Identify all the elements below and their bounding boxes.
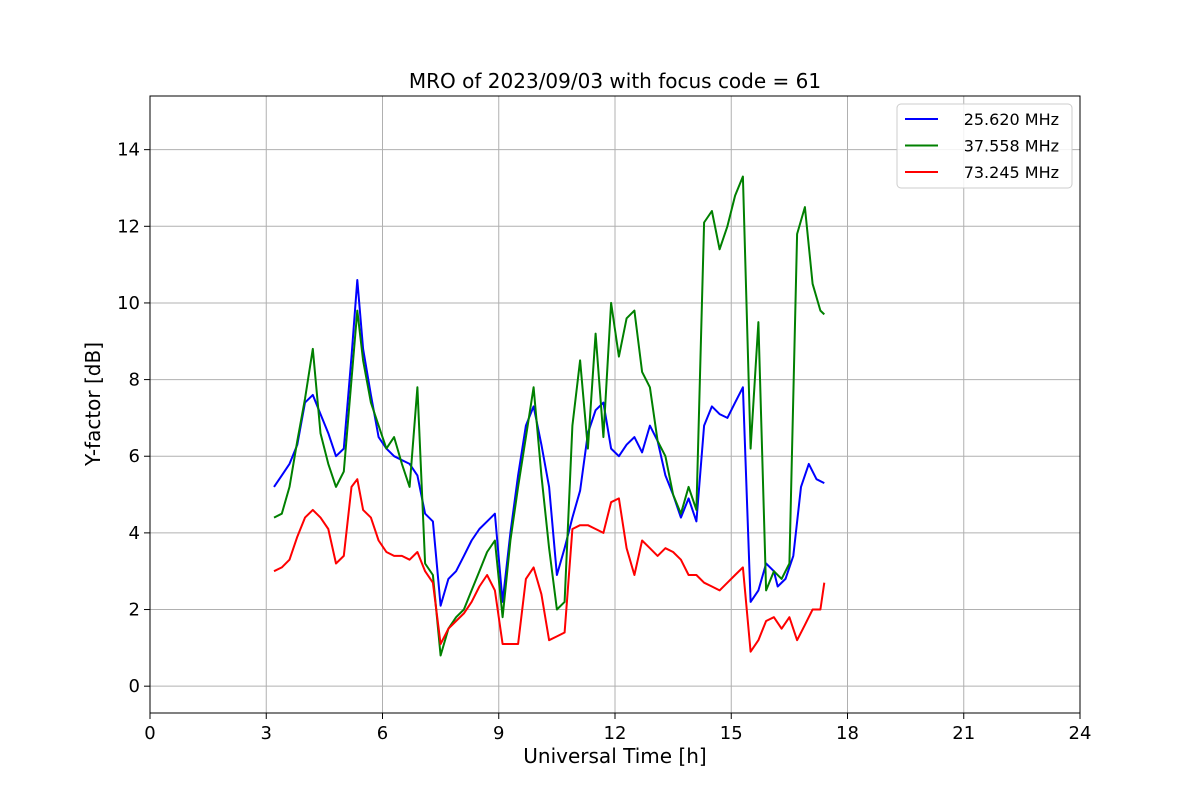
legend: 25.620 MHz 37.558 MHz 73.245 MHz: [896, 103, 1073, 189]
y-tick-label: 2: [129, 600, 140, 621]
series-line-3: [273, 478, 826, 653]
x-tick-label: 15: [720, 723, 743, 744]
y-tick-label: 12: [117, 216, 140, 237]
x-tick-label: 24: [1069, 723, 1092, 744]
x-tick-label: 6: [377, 723, 388, 744]
x-ticks: 0 3 6 9 12 15 18 21 24: [144, 713, 1091, 744]
x-axis-label: Universal Time [h]: [523, 744, 706, 768]
x-tick-label: 12: [604, 723, 627, 744]
y-tick-label: 14: [117, 140, 140, 161]
legend-label-2: 37.558 MHz: [964, 137, 1059, 156]
series-line-2: [273, 175, 825, 657]
y-tick-label: 4: [129, 523, 140, 544]
x-tick-label: 3: [261, 723, 272, 744]
legend-box: [896, 103, 1073, 189]
y-axis-label: Y-factor [dB]: [81, 342, 105, 467]
series-line-1: [273, 279, 825, 607]
y-tick-label: 0: [129, 676, 140, 697]
y-ticks: 0 2 4 6 8 10 12 14: [117, 140, 150, 697]
chart-title: MRO of 2023/09/03 with focus code = 61: [409, 69, 821, 93]
y-tick-label: 10: [117, 293, 140, 314]
x-tick-label: 0: [144, 723, 155, 744]
x-tick-label: 9: [493, 723, 504, 744]
y-tick-label: 8: [129, 370, 140, 391]
series-layer: [273, 175, 826, 657]
legend-label-3: 73.245 MHz: [964, 163, 1059, 182]
x-tick-label: 18: [836, 723, 859, 744]
x-tick-label: 21: [952, 723, 975, 744]
legend-label-1: 25.620 MHz: [964, 110, 1059, 129]
y-tick-label: 6: [129, 446, 140, 467]
